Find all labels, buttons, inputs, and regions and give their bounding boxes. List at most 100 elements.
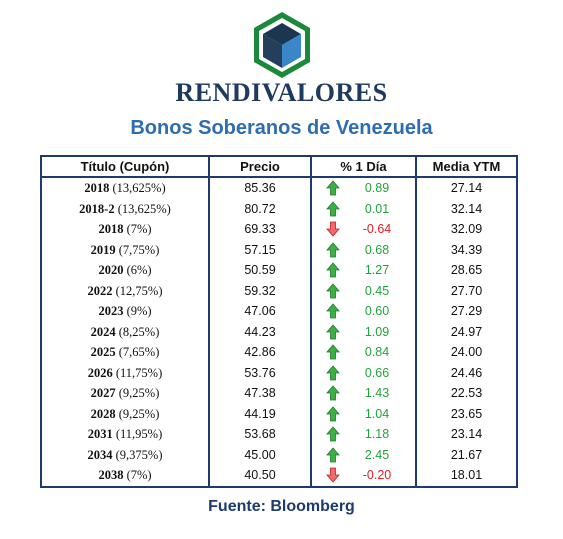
bond-year: 2022 <box>87 283 113 298</box>
bond-coupon: (9,375%) <box>115 447 163 462</box>
change-cell: 0.89 <box>312 178 417 199</box>
arrow-up-icon <box>326 344 340 360</box>
arrow-up-icon <box>326 282 340 299</box>
change-value: 0.89 <box>364 181 390 195</box>
ytm-cell: 27.70 <box>450 283 483 298</box>
bond-coupon: (7%) <box>126 222 152 236</box>
bonds-table: Título (Cupón) Precio % 1 Día Media YTM … <box>40 155 518 488</box>
change-cell: -0.64 <box>312 219 417 240</box>
table-row: 2018 (13,625%) 85.36 0.89 27.14 <box>42 178 516 199</box>
arrow-up-icon <box>326 405 340 422</box>
change-value: -0.20 <box>362 468 392 482</box>
table-row: 2025 (7,65%) 42.86 0.84 24.00 <box>42 342 516 363</box>
bond-year: 2024 <box>90 324 116 339</box>
table-row: 2026 (11,75%) 53.76 0.66 24.46 <box>42 362 516 383</box>
bond-year: 2018 <box>84 181 110 195</box>
bond-title-cell: 2031 (11,95%) <box>42 424 210 445</box>
bond-title-cell: 2018 (13,625%) <box>42 178 210 199</box>
change-cell: 1.27 <box>312 260 417 281</box>
arrow-up-icon <box>326 241 340 258</box>
table-row: 2038 (7%) 40.50 -0.20 18.01 <box>42 465 516 486</box>
bond-year: 2018 <box>98 222 124 236</box>
change-value: 2.45 <box>364 447 390 462</box>
bond-year: 2031 <box>87 427 113 441</box>
change-value: 0.45 <box>364 283 390 298</box>
rendivalores-logo <box>254 12 310 78</box>
price-cell: 59.32 <box>210 280 312 301</box>
table-row: 2018 (7%) 69.33 -0.64 32.09 <box>42 219 516 240</box>
bond-title-cell: 2025 (7,65%) <box>42 342 210 363</box>
bond-title-cell: 2026 (11,75%) <box>42 362 210 383</box>
bond-coupon: (12,75%) <box>115 283 163 298</box>
change-cell: 0.01 <box>312 198 417 219</box>
price-cell: 47.38 <box>210 383 312 404</box>
bond-year: 2023 <box>98 304 124 318</box>
bond-coupon: (6%) <box>126 263 152 277</box>
bond-coupon: (8,25%) <box>118 324 160 339</box>
table-row: 2034 (9,375%) 45.00 2.45 21.67 <box>42 444 516 465</box>
bond-title-cell: 2027 (9,25%) <box>42 383 210 404</box>
table-body: 2018 (13,625%) 85.36 0.89 27.14 2018-2 (13,6… <box>42 178 516 486</box>
price-cell: 42.86 <box>210 342 312 363</box>
ytm-cell: 24.46 <box>450 365 483 380</box>
table-row: 2027 (9,25%) 47.38 1.43 22.53 <box>42 383 516 404</box>
bond-year: 2026 <box>87 365 113 380</box>
table-row: 2019 (7,75%) 57.15 0.68 34.39 <box>42 239 516 260</box>
arrow-up-icon <box>326 426 340 442</box>
arrow-up-icon <box>326 180 340 196</box>
price-cell: 47.06 <box>210 301 312 322</box>
header-ytm: Media YTM <box>432 159 501 174</box>
change-value: 1.43 <box>364 386 390 400</box>
ytm-cell: 22.53 <box>450 386 483 400</box>
table-row: 2031 (11,95%) 53.68 1.18 23.14 <box>42 424 516 445</box>
change-value: 0.66 <box>364 365 390 380</box>
header-title: Título (Cupón) <box>42 157 210 176</box>
ytm-cell: 21.67 <box>450 447 483 462</box>
page-title: Bonos Soberanos de Venezuela <box>130 117 433 139</box>
price-cell: 40.50 <box>210 465 312 486</box>
bond-title-cell: 2018-2 (13,625%) <box>42 198 210 219</box>
bond-title-cell: 2018 (7%) <box>42 219 210 240</box>
ytm-cell: 24.00 <box>450 345 483 359</box>
price-cell: 50.59 <box>210 260 312 281</box>
ytm-cell: 27.29 <box>450 304 483 318</box>
bond-title-cell: 2020 (6%) <box>42 260 210 281</box>
ytm-cell: 32.09 <box>450 222 483 236</box>
ytm-cell: 28.65 <box>450 263 483 277</box>
change-cell: 0.66 <box>312 362 417 383</box>
bond-coupon: (9,25%) <box>118 406 160 421</box>
table-row: 2028 (9,25%) 44.19 1.04 23.65 <box>42 403 516 424</box>
table-row: 2018-2 (13,625%) 80.72 0.01 32.14 <box>42 198 516 219</box>
change-value: 1.18 <box>364 427 390 441</box>
change-value: 0.01 <box>364 201 390 216</box>
bond-coupon: (11,75%) <box>115 365 163 380</box>
change-value: 1.09 <box>364 324 390 339</box>
change-value: 0.60 <box>364 304 390 318</box>
bond-year: 2019 <box>90 242 116 257</box>
price-cell: 57.15 <box>210 239 312 260</box>
change-value: -0.64 <box>362 222 392 236</box>
change-cell: 1.04 <box>312 403 417 424</box>
change-cell: 1.18 <box>312 424 417 445</box>
change-cell: 0.60 <box>312 301 417 322</box>
change-value: 0.68 <box>364 242 390 257</box>
price-cell: 85.36 <box>210 178 312 199</box>
bond-title-cell: 2023 (9%) <box>42 301 210 322</box>
arrow-up-icon <box>326 385 340 401</box>
bond-title-cell: 2028 (9,25%) <box>42 403 210 424</box>
arrow-up-icon <box>326 446 340 463</box>
ytm-cell: 34.39 <box>450 242 483 257</box>
bond-year: 2038 <box>98 468 124 482</box>
arrow-up-icon <box>326 323 340 340</box>
bond-year: 2020 <box>98 263 124 277</box>
change-cell: -0.20 <box>312 465 417 486</box>
price-cell: 44.19 <box>210 403 312 424</box>
source-note: Fuente: Bloomberg <box>208 498 355 515</box>
arrow-up-icon <box>326 364 340 381</box>
arrow-up-icon <box>326 262 340 278</box>
change-cell: 0.84 <box>312 342 417 363</box>
ytm-cell: 24.97 <box>450 324 483 339</box>
table-row: 2022 (12,75%) 59.32 0.45 27.70 <box>42 280 516 301</box>
change-cell: 1.43 <box>312 383 417 404</box>
bond-title-cell: 2022 (12,75%) <box>42 280 210 301</box>
